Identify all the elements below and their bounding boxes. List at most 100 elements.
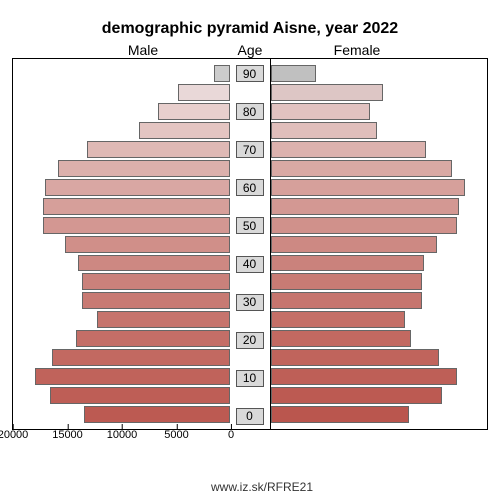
bar-row-female bbox=[271, 122, 488, 139]
bar-row-male bbox=[13, 84, 230, 101]
age-tick-label: 20 bbox=[230, 333, 270, 347]
male-bar bbox=[178, 84, 230, 101]
male-bar bbox=[65, 236, 230, 253]
female-bar bbox=[271, 330, 412, 347]
bar-row-female bbox=[271, 330, 488, 347]
age-tick-label: 50 bbox=[230, 219, 270, 233]
age-tick-label: 10 bbox=[230, 371, 270, 385]
female-bar bbox=[271, 198, 459, 215]
female-bar bbox=[271, 160, 453, 177]
chart-title: demographic pyramid Aisne, year 2022 bbox=[12, 20, 488, 38]
x-tick: 10000 bbox=[107, 429, 138, 441]
male-bar bbox=[214, 65, 229, 82]
female-bar bbox=[271, 292, 423, 309]
female-bar bbox=[271, 217, 457, 234]
bar-row-male bbox=[13, 236, 230, 253]
bar-row-male bbox=[13, 160, 230, 177]
bar-row-male bbox=[13, 122, 230, 139]
male-bar bbox=[58, 160, 229, 177]
bar-row-male bbox=[13, 273, 230, 290]
x-tick: 5000 bbox=[164, 429, 188, 441]
male-bar bbox=[84, 406, 229, 423]
bar-row-female bbox=[271, 179, 488, 196]
bar-row-male bbox=[13, 179, 230, 196]
bar-row-female bbox=[271, 236, 488, 253]
male-bar bbox=[97, 311, 229, 328]
male-bar bbox=[43, 217, 229, 234]
bar-row-female bbox=[271, 406, 488, 423]
bar-row-female bbox=[271, 273, 488, 290]
female-bar bbox=[271, 255, 425, 272]
age-tick-label: 90 bbox=[230, 67, 270, 81]
column-labels: Male Age Female bbox=[12, 42, 488, 58]
female-bar bbox=[271, 349, 440, 366]
age-tick-label: 40 bbox=[230, 257, 270, 271]
age-tick-label: 80 bbox=[230, 105, 270, 119]
female-bar bbox=[271, 387, 442, 404]
male-bar bbox=[139, 122, 230, 139]
female-bar bbox=[271, 236, 438, 253]
male-bar bbox=[35, 368, 230, 385]
male-panel: 05000100001500020000 bbox=[12, 58, 230, 430]
male-bar bbox=[82, 292, 229, 309]
age-tick-label: 0 bbox=[230, 409, 270, 423]
age-tick-label: 30 bbox=[230, 295, 270, 309]
female-bar bbox=[271, 141, 427, 158]
bar-row-female bbox=[271, 141, 488, 158]
plot-area: 05000100001500020000 9080706050403020100… bbox=[12, 58, 488, 430]
bar-row-female bbox=[271, 160, 488, 177]
bar-row-male bbox=[13, 198, 230, 215]
bar-row-female bbox=[271, 217, 488, 234]
male-bar bbox=[45, 179, 229, 196]
bar-row-female bbox=[271, 84, 488, 101]
female-bar bbox=[271, 65, 316, 82]
bar-row-male bbox=[13, 103, 230, 120]
bar-row-male bbox=[13, 141, 230, 158]
bar-row-male bbox=[13, 368, 230, 385]
male-bar bbox=[50, 387, 230, 404]
x-tick: 15000 bbox=[52, 429, 83, 441]
bar-row-male bbox=[13, 65, 230, 82]
female-bar bbox=[271, 122, 377, 139]
bar-row-male bbox=[13, 349, 230, 366]
female-bar bbox=[271, 84, 384, 101]
male-bar bbox=[43, 198, 229, 215]
female-bar bbox=[271, 406, 410, 423]
bar-row-male bbox=[13, 311, 230, 328]
age-tick-label: 70 bbox=[230, 143, 270, 157]
bar-row-male bbox=[13, 292, 230, 309]
bar-row-female bbox=[271, 65, 488, 82]
bar-row-male bbox=[13, 387, 230, 404]
male-bar bbox=[78, 255, 230, 272]
female-panel: 05000100001500020000 bbox=[270, 58, 489, 430]
age-label: Age bbox=[230, 42, 270, 58]
female-bar bbox=[271, 103, 371, 120]
female-bar bbox=[271, 273, 423, 290]
bar-row-female bbox=[271, 103, 488, 120]
male-bar bbox=[82, 273, 229, 290]
female-bar bbox=[271, 311, 405, 328]
female-label: Female bbox=[270, 42, 444, 58]
age-axis: 90 80 70 60 50 40 30 20 10 0 bbox=[230, 58, 270, 430]
x-tick: 0 bbox=[228, 429, 234, 441]
bar-row-female bbox=[271, 292, 488, 309]
demographic-pyramid-chart: demographic pyramid Aisne, year 2022 Mal… bbox=[0, 0, 500, 500]
female-bar bbox=[271, 179, 466, 196]
bar-row-male bbox=[13, 406, 230, 423]
age-tick-label: 60 bbox=[230, 181, 270, 195]
female-bar bbox=[271, 368, 457, 385]
x-tick: 20000 bbox=[0, 429, 28, 441]
bar-row-male bbox=[13, 330, 230, 347]
bar-row-female bbox=[271, 387, 488, 404]
bar-row-female bbox=[271, 255, 488, 272]
bar-row-male bbox=[13, 217, 230, 234]
source-label: www.iz.sk/RFRE21 bbox=[12, 480, 500, 494]
male-label: Male bbox=[56, 42, 230, 58]
x-axis-male: 05000100001500020000 bbox=[13, 429, 231, 455]
bar-row-female bbox=[271, 368, 488, 385]
bar-row-female bbox=[271, 198, 488, 215]
male-bar bbox=[76, 330, 230, 347]
male-bar bbox=[52, 349, 230, 366]
male-bar bbox=[158, 103, 229, 120]
bar-row-male bbox=[13, 255, 230, 272]
